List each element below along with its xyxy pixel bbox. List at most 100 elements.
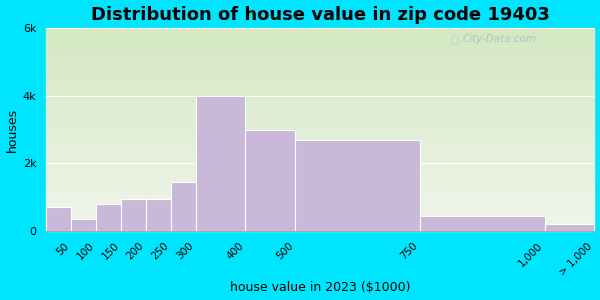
Bar: [46, 40, 595, 42]
Bar: [46, 207, 595, 209]
Bar: [171, 182, 196, 231]
Bar: [46, 81, 595, 83]
Bar: [46, 215, 595, 217]
Bar: [46, 105, 595, 107]
X-axis label: house value in 2023 ($1000): house value in 2023 ($1000): [230, 281, 410, 294]
Bar: [46, 156, 595, 158]
Bar: [46, 109, 595, 111]
Bar: [46, 30, 595, 32]
Bar: [46, 178, 595, 180]
Bar: [46, 77, 595, 79]
Bar: [46, 138, 595, 140]
Bar: [46, 176, 595, 178]
Bar: [46, 223, 595, 225]
Bar: [46, 140, 595, 142]
Bar: [46, 170, 595, 172]
Bar: [46, 122, 595, 123]
Bar: [46, 196, 595, 199]
Bar: [545, 224, 595, 231]
Bar: [46, 186, 595, 188]
Bar: [46, 199, 595, 201]
Bar: [46, 225, 595, 227]
Bar: [46, 150, 595, 152]
Bar: [46, 97, 595, 99]
Bar: [46, 160, 595, 162]
Bar: [46, 107, 595, 109]
Bar: [46, 68, 595, 70]
Bar: [46, 83, 595, 85]
Bar: [46, 184, 595, 186]
Bar: [46, 56, 595, 58]
Bar: [46, 79, 595, 81]
Bar: [46, 172, 595, 174]
Bar: [46, 44, 595, 46]
Bar: [46, 217, 595, 219]
Bar: [46, 209, 595, 211]
Bar: [46, 85, 595, 87]
Bar: [46, 158, 595, 160]
Bar: [46, 32, 595, 34]
Bar: [46, 36, 595, 38]
Bar: [46, 95, 595, 97]
Bar: [46, 38, 595, 40]
Bar: [46, 46, 595, 48]
Bar: [96, 204, 121, 231]
Bar: [46, 188, 595, 190]
Bar: [46, 227, 595, 229]
Bar: [46, 125, 595, 128]
Bar: [46, 154, 595, 156]
Bar: [420, 216, 545, 231]
Bar: [46, 148, 595, 150]
Bar: [46, 54, 595, 56]
Bar: [46, 117, 595, 119]
Bar: [46, 195, 595, 197]
Bar: [46, 142, 595, 144]
Bar: [46, 52, 595, 54]
Bar: [46, 221, 595, 223]
Bar: [46, 146, 595, 148]
Bar: [46, 166, 595, 168]
Bar: [46, 93, 595, 95]
Bar: [46, 190, 595, 193]
Bar: [46, 201, 595, 203]
Bar: [71, 219, 96, 231]
Bar: [46, 119, 595, 122]
Bar: [46, 50, 595, 52]
Text: ○: ○: [449, 34, 459, 44]
Bar: [245, 130, 295, 231]
Bar: [46, 131, 595, 134]
Bar: [46, 180, 595, 182]
Bar: [46, 136, 595, 138]
Bar: [46, 89, 595, 91]
Bar: [46, 87, 595, 89]
Bar: [46, 99, 595, 101]
Bar: [46, 128, 595, 130]
Bar: [121, 199, 146, 231]
Y-axis label: houses: houses: [5, 107, 19, 152]
Bar: [46, 42, 595, 44]
Bar: [46, 48, 595, 50]
Bar: [46, 168, 595, 170]
Bar: [46, 64, 595, 67]
Bar: [46, 219, 595, 221]
Bar: [46, 34, 595, 36]
Bar: [46, 152, 595, 154]
Bar: [196, 96, 245, 231]
Bar: [46, 174, 595, 176]
Bar: [46, 205, 595, 207]
Bar: [46, 91, 595, 93]
Bar: [46, 207, 71, 231]
Bar: [46, 213, 595, 215]
Bar: [46, 115, 595, 117]
Bar: [46, 203, 595, 205]
Bar: [46, 193, 595, 195]
Bar: [46, 73, 595, 75]
Bar: [46, 60, 595, 62]
Bar: [46, 144, 595, 146]
Bar: [46, 162, 595, 164]
Bar: [46, 123, 595, 125]
Bar: [46, 101, 595, 103]
Bar: [146, 199, 171, 231]
Bar: [46, 229, 595, 231]
Bar: [46, 130, 595, 131]
